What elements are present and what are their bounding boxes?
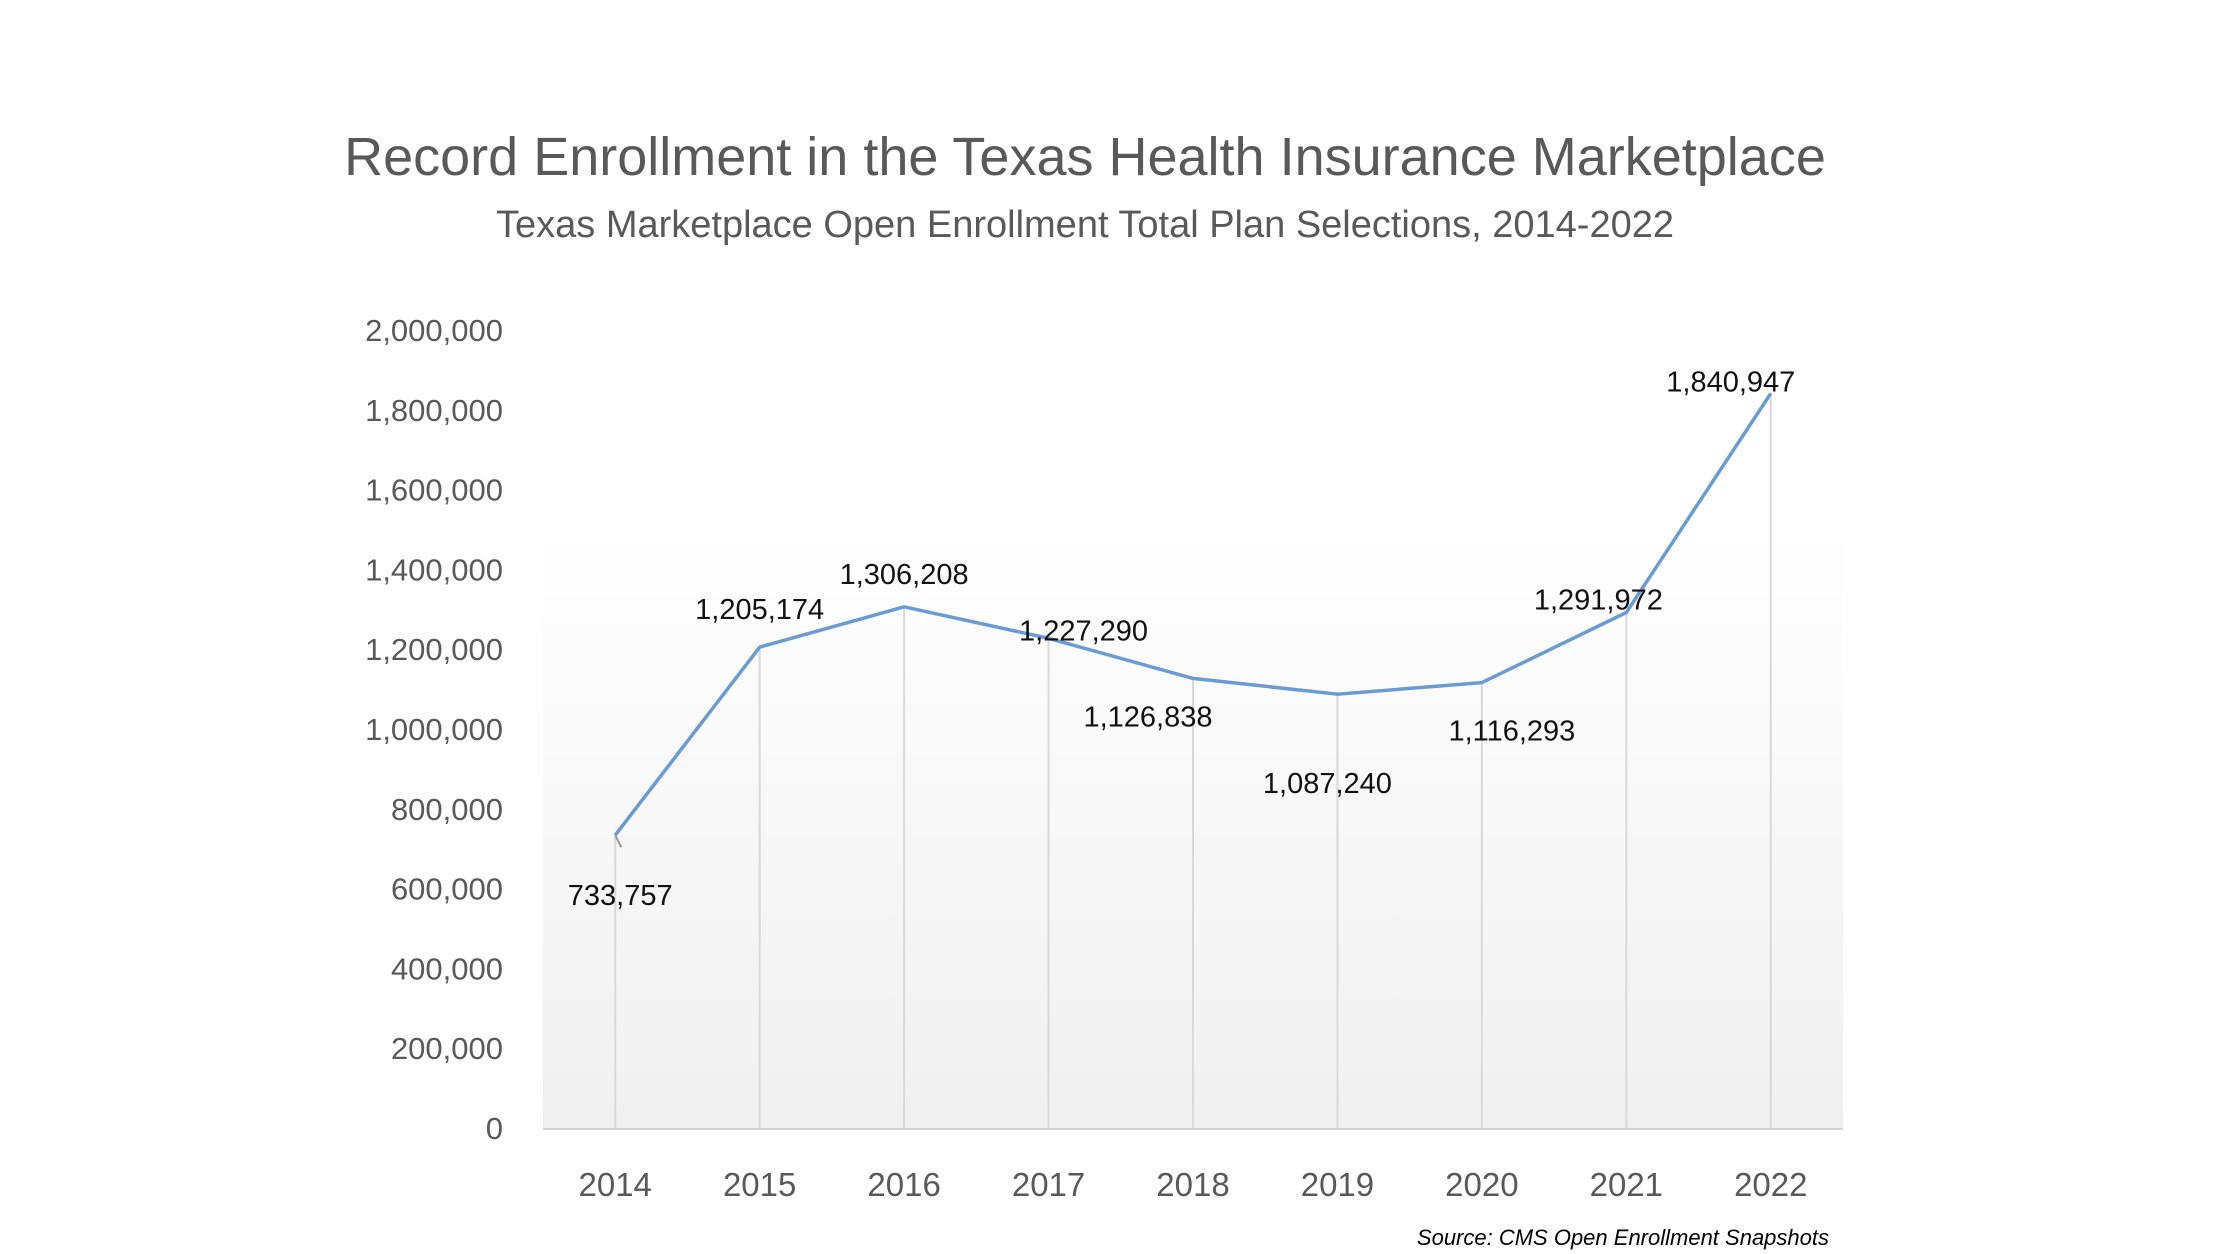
- chart-subtitle: Texas Marketplace Open Enrollment Total …: [496, 204, 1674, 246]
- data-label: 1,291,972: [1534, 585, 1663, 617]
- y-tick-label: 400,000: [391, 951, 503, 986]
- y-tick-label: 1,200,000: [365, 632, 503, 667]
- x-tick-label: 2017: [1012, 1166, 1085, 1203]
- data-label: 733,757: [568, 880, 673, 912]
- y-tick-label: 1,800,000: [365, 393, 503, 428]
- source-note: Source: CMS Open Enrollment Snapshots: [1417, 1225, 1829, 1250]
- data-label: 1,205,174: [695, 594, 824, 626]
- data-label: 1,126,838: [1083, 701, 1212, 733]
- chart-title: Record Enrollment in the Texas Health In…: [344, 127, 1826, 187]
- x-tick-label: 2021: [1590, 1166, 1663, 1203]
- y-tick-label: 1,000,000: [365, 712, 503, 747]
- y-tick-label: 1,400,000: [365, 552, 503, 587]
- y-tick-label: 2,000,000: [365, 313, 503, 348]
- y-tick-label: 1,600,000: [365, 473, 503, 508]
- x-tick-label: 2020: [1445, 1166, 1518, 1203]
- x-tick-label: 2016: [867, 1166, 940, 1203]
- data-label: 1,087,240: [1263, 768, 1392, 800]
- x-tick-label: 2022: [1734, 1166, 1807, 1203]
- y-tick-label: 600,000: [391, 872, 503, 907]
- leader-line: [614, 834, 623, 848]
- data-label: 1,306,208: [840, 559, 969, 591]
- x-tick-label: 2015: [723, 1166, 796, 1203]
- x-tick-label: 2018: [1156, 1166, 1229, 1203]
- data-label: 1,227,290: [1019, 615, 1148, 647]
- data-label: 1,116,293: [1448, 716, 1575, 748]
- x-tick-label: 2014: [579, 1166, 652, 1203]
- x-tick-label: 2019: [1301, 1166, 1374, 1203]
- y-tick-label: 200,000: [391, 1031, 503, 1066]
- y-tick-label: 800,000: [391, 792, 503, 827]
- y-tick-label: 0: [486, 1111, 503, 1146]
- data-label: 1,840,947: [1666, 366, 1795, 398]
